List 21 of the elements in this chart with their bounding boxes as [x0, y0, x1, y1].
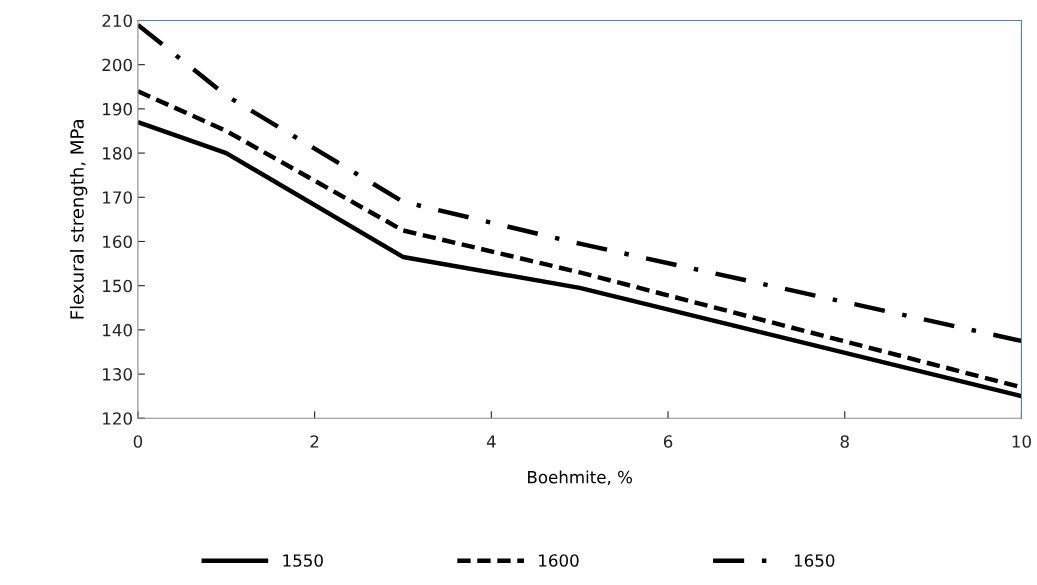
x-tick-label: 4: [486, 435, 496, 448]
y-tick-label: 120: [103, 412, 132, 425]
y-tick-label: 170: [103, 191, 132, 204]
x-tick-label: 8: [840, 435, 849, 448]
y-tick-label: 150: [103, 279, 132, 293]
y-tick-label: 200: [102, 58, 132, 72]
x-tick-label: 0: [133, 435, 143, 448]
y-tick-label: 210: [102, 14, 132, 28]
y-axis-title: Flexural strength, MPa: [69, 120, 88, 319]
x-tick-label: 10: [1012, 435, 1031, 448]
x-tick-label: 6: [663, 435, 673, 448]
y-tick-label: 160: [103, 235, 132, 249]
y-tick-label: 190: [103, 102, 132, 116]
legend-label: 1650: [794, 554, 835, 567]
y-tick-label: 130: [103, 368, 132, 381]
y-tick-label: 180: [103, 147, 132, 160]
legend-label: 1600: [539, 554, 579, 567]
y-tick-label: 140: [103, 323, 132, 337]
legend-label: 1550: [283, 554, 323, 567]
x-tick-label: 2: [310, 435, 319, 448]
x-axis-title: Boehmite, %: [528, 470, 633, 486]
